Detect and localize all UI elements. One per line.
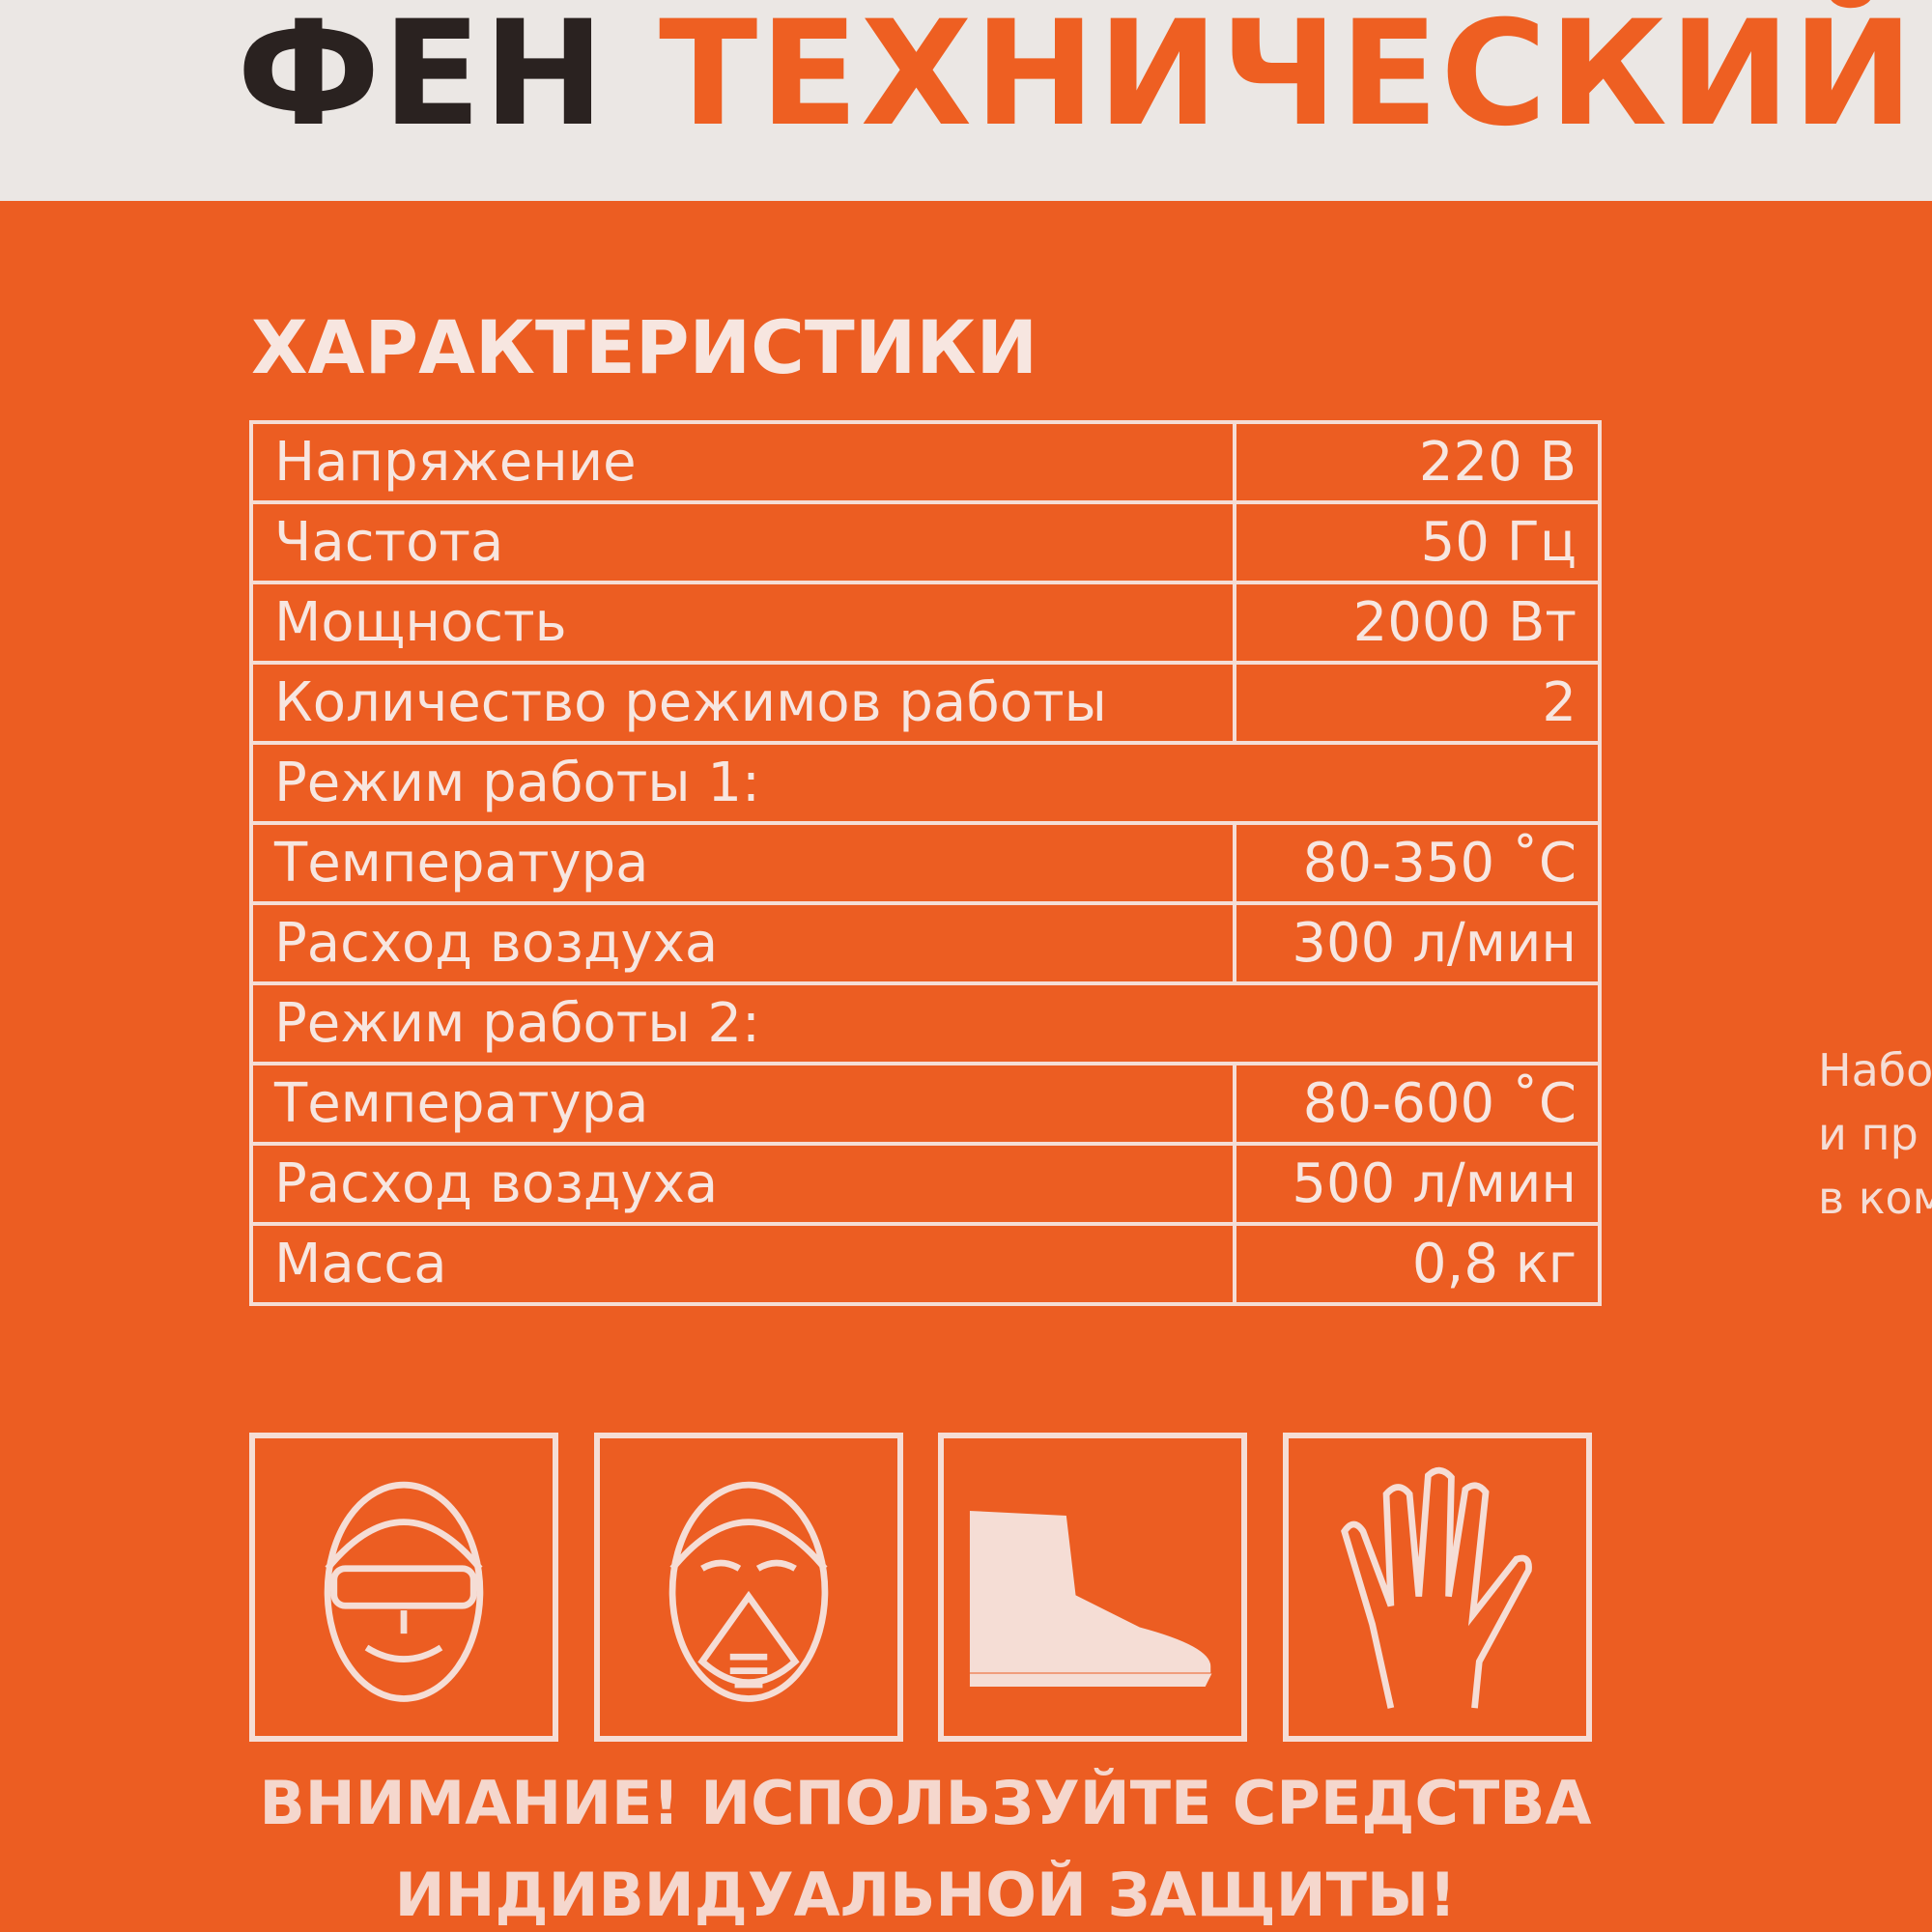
spec-value: 80-600 ˚С bbox=[1233, 1062, 1602, 1146]
spec-label: Температура bbox=[249, 821, 1236, 905]
spec-label: Частота bbox=[249, 500, 1236, 584]
safety-boot-icon bbox=[938, 1433, 1247, 1742]
header-band: ФЕН ТЕХНИЧЕСКИЙ bbox=[0, 0, 1932, 201]
spec-row: Расход воздуха 300 л/мин bbox=[249, 901, 1602, 985]
spec-value: 2000 Вт bbox=[1233, 581, 1602, 665]
spec-label: Масса bbox=[249, 1222, 1236, 1306]
product-title: ФЕН ТЕХНИЧЕСКИЙ bbox=[237, 0, 1916, 158]
spec-label: Количество режимов работы bbox=[249, 661, 1236, 745]
spec-row: Температура 80-600 ˚С bbox=[249, 1062, 1602, 1146]
spec-value: 2 bbox=[1233, 661, 1602, 745]
spec-label: Режим работы 2: bbox=[249, 981, 1602, 1065]
spec-label: Температура bbox=[249, 1062, 1236, 1146]
respirator-icon bbox=[594, 1433, 903, 1742]
spec-value: 500 л/мин bbox=[1233, 1142, 1602, 1226]
warning-line-2: ИНДИВИДУАЛЬНОЙ ЗАЩИТЫ! bbox=[394, 1860, 1457, 1930]
spec-row: Расход воздуха 500 л/мин bbox=[249, 1142, 1602, 1226]
glove-icon bbox=[1283, 1433, 1592, 1742]
specs-heading: ХАРАКТЕРИСТИКИ bbox=[251, 304, 1038, 390]
spec-label: Расход воздуха bbox=[249, 1142, 1236, 1226]
spec-value: 300 л/мин bbox=[1233, 901, 1602, 985]
spec-value: 0,8 кг bbox=[1233, 1222, 1602, 1306]
spec-value: 50 Гц bbox=[1233, 500, 1602, 584]
spec-label: Напряжение bbox=[249, 420, 1236, 504]
spec-label: Режим работы 1: bbox=[249, 741, 1602, 825]
spec-row: Частота 50 Гц bbox=[249, 500, 1602, 584]
spec-label: Расход воздуха bbox=[249, 901, 1236, 985]
spec-row: Напряжение 220 В bbox=[249, 420, 1602, 504]
spec-row: Режим работы 2: bbox=[249, 981, 1602, 1065]
spec-value: 80-350 ˚С bbox=[1233, 821, 1602, 905]
spec-row: Количество режимов работы 2 bbox=[249, 661, 1602, 745]
spec-row: Масса 0,8 кг bbox=[249, 1222, 1602, 1306]
spec-label: Мощность bbox=[249, 581, 1236, 665]
spec-row: Режим работы 1: bbox=[249, 741, 1602, 825]
safety-goggles-icon bbox=[249, 1433, 558, 1742]
specs-table: Напряжение 220 В Частота 50 Гц Мощность 2000 … bbox=[249, 420, 1602, 1306]
side-text: Набо и пр в ком bbox=[1818, 1044, 1932, 1224]
spec-row: Мощность 2000 Вт bbox=[249, 581, 1602, 665]
warning-line-1: ВНИМАНИЕ! ИСПОЛЬЗУЙТЕ СРЕДСТВА bbox=[259, 1768, 1592, 1838]
spec-row: Температура 80-350 ˚С bbox=[249, 821, 1602, 905]
spec-value: 220 В bbox=[1233, 420, 1602, 504]
